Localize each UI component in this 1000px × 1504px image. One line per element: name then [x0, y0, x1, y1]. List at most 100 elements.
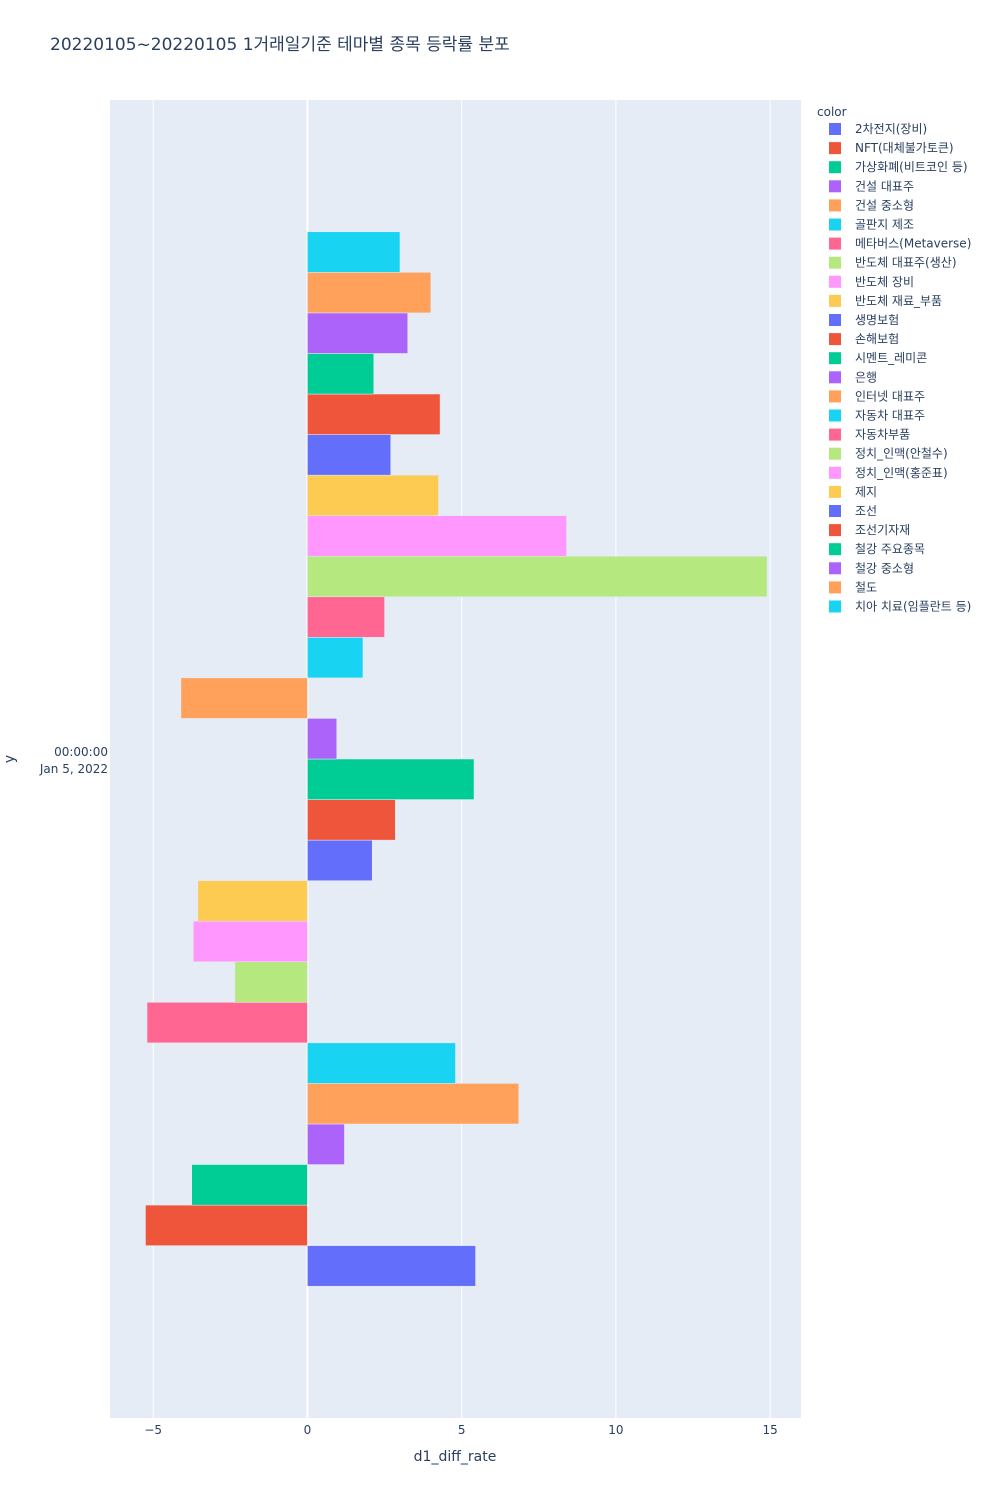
legend-label: 자동차 대표주: [855, 409, 925, 423]
bar[interactable]: [145, 1204, 308, 1246]
legend-swatch: [829, 256, 841, 269]
legend-label: 건설 대표주: [855, 179, 914, 193]
legend-item[interactable]: 가상화폐(비트코인 등): [829, 160, 968, 174]
legend-item[interactable]: 정치_인맥(홍준표): [829, 466, 948, 480]
legend-swatch: [829, 352, 841, 365]
legend-label: 골판지 제조: [855, 218, 914, 232]
bar[interactable]: [180, 677, 308, 719]
x-tick-label: 15: [763, 1423, 778, 1437]
legend-swatch: [829, 275, 841, 288]
bar[interactable]: [197, 880, 308, 922]
bar[interactable]: [193, 920, 308, 963]
legend-item[interactable]: 인터넷 대표주: [829, 389, 925, 403]
legend-label: 반도체 대표주(생산): [855, 256, 957, 270]
bar[interactable]: [307, 758, 475, 800]
bar[interactable]: [307, 393, 441, 435]
legend-item[interactable]: 생명보험: [829, 313, 899, 327]
y-tick-label-date: Jan 5, 2022: [39, 762, 108, 776]
legend-label: 정치_인맥(안철수): [855, 447, 948, 461]
legend-swatch: [829, 600, 841, 613]
bar[interactable]: [307, 231, 401, 273]
bar[interactable]: [191, 1164, 308, 1206]
legend-item[interactable]: 철강 주요종목: [829, 542, 925, 556]
x-tick-label: −5: [144, 1423, 162, 1437]
legend-swatch: [829, 180, 841, 193]
legend-swatch: [829, 218, 841, 231]
bar[interactable]: [307, 839, 373, 881]
legend-label: 철강 주요종목: [855, 542, 925, 556]
legend-label: NFT(대체불가토큰): [855, 141, 954, 155]
legend-swatch: [829, 543, 841, 556]
legend-swatch: [829, 466, 841, 479]
legend-label: 인터넷 대표주: [855, 389, 925, 403]
legend-item[interactable]: 건설 대표주: [829, 179, 914, 193]
legend-item[interactable]: 조선: [829, 504, 877, 518]
bar[interactable]: [307, 434, 391, 476]
legend-label: 은행: [855, 369, 877, 384]
legend-item[interactable]: 건설 중소형: [829, 198, 914, 212]
legend-item[interactable]: 은행: [829, 369, 877, 384]
bar[interactable]: [307, 1083, 519, 1125]
legend-item[interactable]: 반도체 대표주(생산): [829, 256, 957, 270]
legend-item[interactable]: 자동차부품: [829, 428, 910, 442]
legend-swatch: [829, 505, 841, 517]
bar[interactable]: [307, 272, 432, 314]
bar[interactable]: [307, 515, 567, 557]
legend-swatch: [829, 123, 841, 135]
legend-label: 손해보험: [855, 332, 899, 346]
bar[interactable]: [307, 353, 375, 395]
legend[interactable]: 2차전지(장비) NFT(대체불가토큰) 가상화폐(비트코인 등) 건설 대표주건설 …: [829, 122, 971, 614]
legend-swatch: [829, 142, 841, 155]
legend-item[interactable]: NFT(대체불가토큰): [829, 141, 954, 155]
y-tick-label-time: 00:00:00: [54, 745, 108, 759]
bar[interactable]: [307, 799, 396, 841]
legend-title[interactable]: color: [817, 105, 847, 119]
legend-item[interactable]: 치아 치료(임플란트 등): [829, 600, 971, 614]
legend-swatch: [829, 333, 841, 346]
bar[interactable]: [307, 637, 364, 679]
legend-label: 반도체 재료_부품: [855, 294, 942, 308]
legend-item[interactable]: 반도체 재료_부품: [829, 294, 942, 308]
legend-label: 조선기자재: [855, 523, 910, 537]
bar[interactable]: [146, 1002, 308, 1044]
x-tick-label: 10: [608, 1423, 623, 1437]
bar[interactable]: [307, 555, 768, 598]
bar[interactable]: [307, 596, 385, 638]
legend-label: 조선: [855, 504, 877, 518]
bar[interactable]: [307, 312, 408, 354]
bar[interactable]: [307, 1245, 476, 1287]
legend-label: 반도체 장비: [855, 275, 914, 289]
legend-item[interactable]: 철도: [829, 580, 877, 594]
legend-item[interactable]: 조선기자재: [829, 523, 910, 537]
legend-label: 2차전지(장비): [855, 122, 927, 136]
legend-item[interactable]: 골판지 제조: [829, 218, 914, 232]
legend-item[interactable]: 제지: [829, 485, 877, 499]
x-axis-label: d1_diff_rate: [414, 1449, 497, 1465]
bar[interactable]: [307, 1123, 345, 1165]
bar[interactable]: [307, 718, 337, 760]
legend-item[interactable]: 시멘트_레미콘: [829, 351, 927, 365]
legend-swatch: [829, 199, 841, 212]
bar[interactable]: [234, 961, 308, 1003]
legend-swatch: [829, 161, 841, 174]
legend-item[interactable]: 반도체 장비: [829, 275, 914, 289]
legend-item[interactable]: 철강 중소형: [829, 561, 914, 575]
legend-item[interactable]: 2차전지(장비): [829, 122, 927, 136]
legend-label: 치아 치료(임플란트 등): [855, 600, 971, 614]
legend-label: 철도: [855, 580, 877, 594]
legend-label: 정치_인맥(홍준표): [855, 466, 948, 480]
legend-item[interactable]: 메타버스(Metaverse): [829, 237, 971, 251]
bar[interactable]: [307, 474, 439, 516]
legend-item[interactable]: 정치_인맥(안철수): [829, 447, 948, 461]
bar-layer: [145, 231, 768, 1287]
legend-swatch: [829, 390, 841, 403]
legend-item[interactable]: 자동차 대표주: [829, 409, 925, 423]
bar[interactable]: [307, 1042, 456, 1084]
legend-label: 시멘트_레미콘: [855, 351, 927, 365]
legend-swatch: [829, 485, 841, 498]
legend-swatch: [829, 447, 841, 460]
x-tick-label: 5: [458, 1423, 466, 1437]
legend-item[interactable]: 손해보험: [829, 332, 899, 346]
